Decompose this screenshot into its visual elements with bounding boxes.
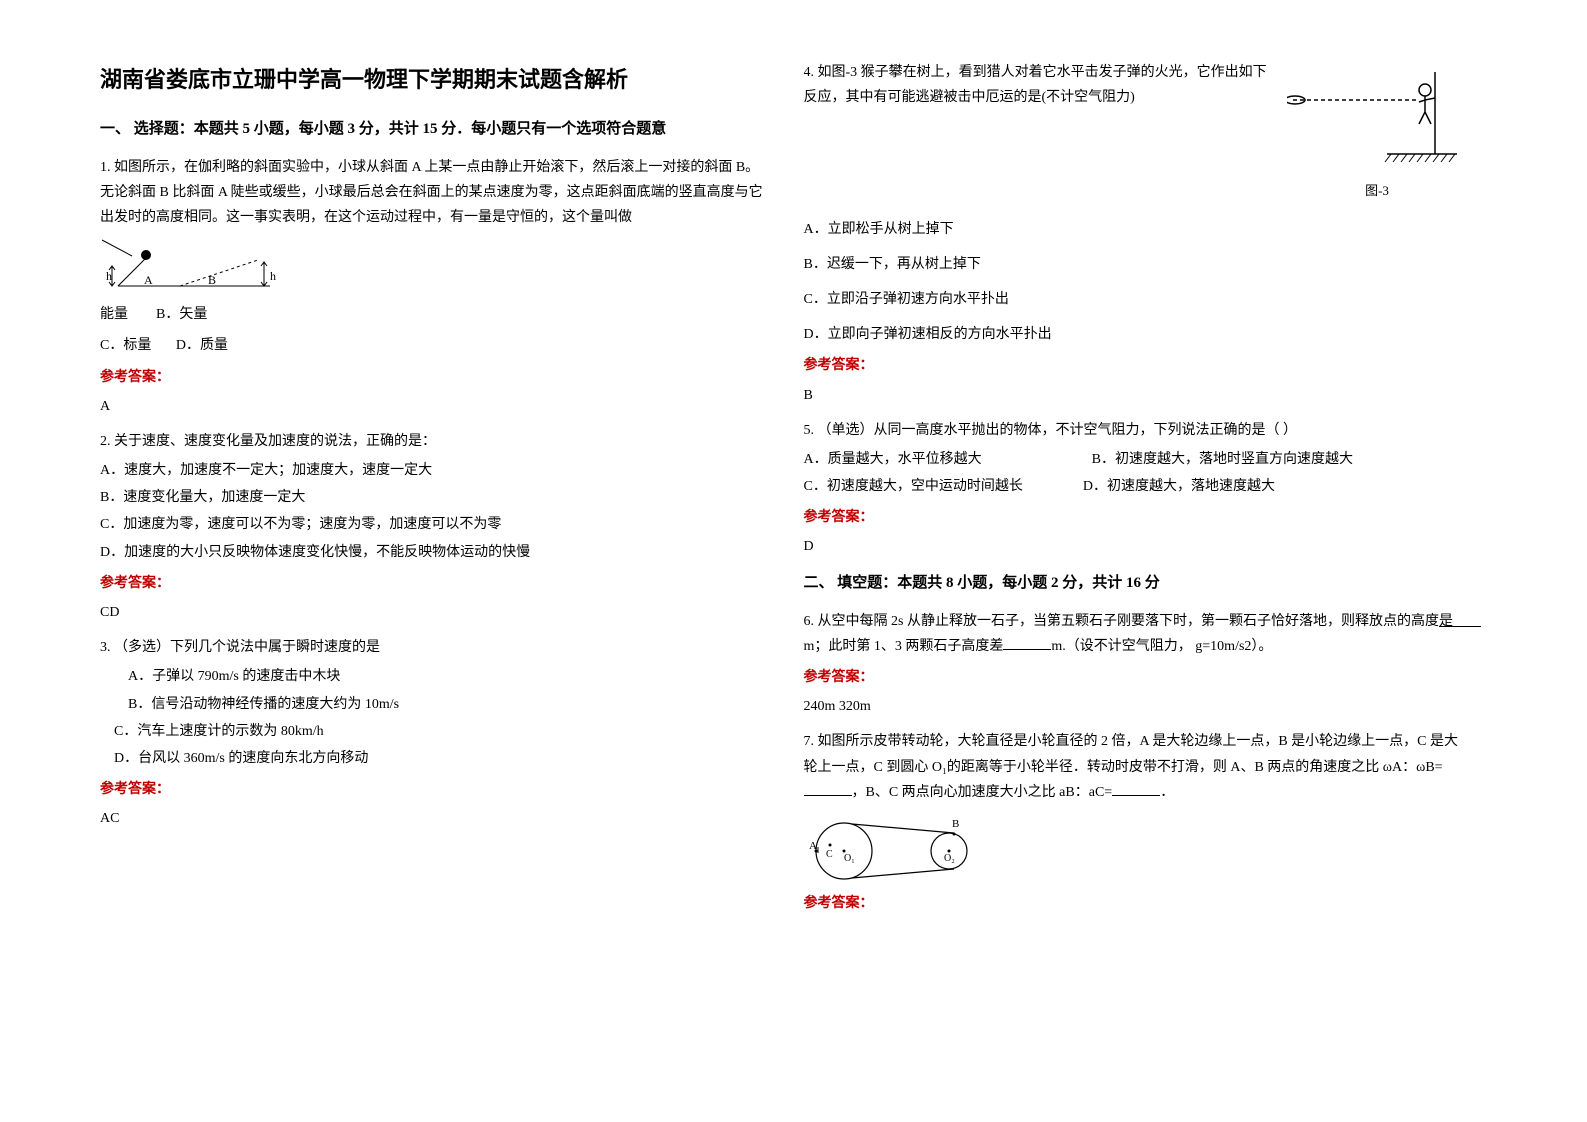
question-3: 3. （多选）下列几个说法中属于瞬时速度的是 A．子弹以 790m/s 的速度击… (100, 635, 764, 831)
q1-answer-label: 参考答案： (100, 365, 764, 390)
right-column: 图-3 4. 如图-3 猴子攀在树上，看到猎人对着它水平击发子弹的火光，它作出如… (804, 60, 1508, 1082)
q4-fig-caption: 图-3 (1287, 179, 1467, 202)
q3-answer: AC (100, 806, 764, 831)
q7-stemA: 7. 如图所示皮带转动轮，大轮直径是小轮直径的 2 倍，A 是大轮边缘上一点，B… (804, 734, 1459, 774)
q5-optC: C．初速度越大，空中运动时间越长 (804, 474, 1023, 499)
q5-row2: C．初速度越大，空中运动时间越长 D．初速度越大，落地速度越大 (804, 474, 1468, 499)
q6-stemD: m.（设不计空气阻力， g=10m/s2）。 (1051, 639, 1272, 654)
q6-stemC: m；此时第 1、3 两颗石子高度差 (804, 639, 1004, 654)
q7-answer-label: 参考答案： (804, 891, 1468, 916)
page-title: 湖南省娄底市立珊中学高一物理下学期期末试题含解析 (100, 60, 764, 100)
q5-row1: A．质量越大，水平位移越大 B．初速度越大，落地时竖直方向速度越大 (804, 447, 1468, 472)
q5-optD: D．初速度越大，落地速度越大 (1083, 474, 1275, 499)
q2-optB: B．速度变化量大，加速度一定大 (100, 485, 764, 510)
svg-text:B: B (952, 818, 959, 830)
section2-header: 二、 填空题：本题共 8 小题，每小题 2 分，共计 16 分 (804, 570, 1468, 597)
q3-optD: D．台风以 360m/s 的速度向东北方向移动 (100, 746, 764, 771)
question-5: 5. （单选）从同一高度水平抛出的物体，不计空气阻力，下列说法正确的是（ ） A… (804, 418, 1468, 560)
question-6: 6. 从空中每隔 2s 从静止释放一石子，当第五颗石子刚要落下时，第一颗石子恰好… (804, 609, 1468, 720)
question-7: 7. 如图所示皮带转动轮，大轮直径是小轮直径的 2 倍，A 是大轮边缘上一点，B… (804, 729, 1468, 916)
q2-answer-label: 参考答案： (100, 571, 764, 596)
q5-stem: 5. （单选）从同一高度水平抛出的物体，不计空气阻力，下列说法正确的是（ ） (804, 418, 1468, 443)
q1-row1: 能量 B．矢量 (100, 302, 764, 327)
svg-text:A: A (809, 840, 817, 852)
q1-optB: B．矢量 (156, 307, 207, 322)
svg-text:B: B (208, 273, 216, 287)
q2-answer: CD (100, 600, 764, 625)
svg-text:h: h (106, 269, 112, 283)
q1-stem: 1. 如图所示，在伽利略的斜面实验中，小球从斜面 A 上某一点由静止开始滚下，然… (100, 155, 764, 231)
q1-row2: C．标量 D．质量 (100, 333, 764, 358)
q3-optC: C．汽车上速度计的示数为 80km/h (100, 719, 764, 744)
q4-figure-wrap: 图-3 (1287, 60, 1467, 203)
q3-optB: B．信号沿动物神经传播的速度大约为 10m/s (100, 692, 764, 717)
q7-diagram: A C O₁ O₂ B (804, 813, 984, 883)
question-1: 1. 如图所示，在伽利略的斜面实验中，小球从斜面 A 上某一点由静止开始滚下，然… (100, 155, 764, 419)
q7-stemC: ． (1160, 785, 1174, 800)
section1-header: 一、 选择题：本题共 5 小题，每小题 3 分，共计 15 分．每小题只有一个选… (100, 116, 764, 143)
q7-stemB: ，B、C 两点向心加速度大小之比 aB：aC= (852, 785, 1113, 800)
q1-optA: 能量 (100, 307, 128, 322)
q2-optA: A．速度大，加速度不一定大；加速度大，速度一定大 (100, 458, 764, 483)
left-column: 湖南省娄底市立珊中学高一物理下学期期末试题含解析 一、 选择题：本题共 5 小题… (100, 60, 804, 1082)
q7-blank1 (804, 782, 852, 796)
q7-stem: 7. 如图所示皮带转动轮，大轮直径是小轮直径的 2 倍，A 是大轮边缘上一点，B… (804, 729, 1468, 805)
q6-stemB: 是 (1439, 614, 1481, 629)
question-4: 图-3 4. 如图-3 猴子攀在树上，看到猎人对着它水平击发子弹的火光，它作出如… (804, 60, 1468, 408)
q3-answer-label: 参考答案： (100, 777, 764, 802)
q6-stemA: 6. 从空中每隔 2s 从静止释放一石子，当第五颗石子刚要落下时，第一颗石子恰好… (804, 614, 1439, 629)
q5-answer: D (804, 534, 1468, 559)
q5-optB: B．初速度越大，落地时竖直方向速度越大 (1092, 447, 1353, 472)
svg-text:O₂: O₂ (944, 853, 955, 864)
q7-blank2 (1112, 782, 1160, 796)
svg-text:A: A (144, 273, 153, 287)
q1-diagram: h A B h (100, 238, 280, 294)
svg-text:h: h (270, 269, 276, 283)
q5-optA: A．质量越大，水平位移越大 (804, 447, 982, 472)
q4-optD: D．立即向子弹初速相反的方向水平扑出 (804, 322, 1468, 347)
q1-optC: C．标量 (100, 338, 151, 353)
q6-answer: 240m 320m (804, 694, 1468, 719)
q4-diagram (1287, 60, 1467, 170)
q6-answer-label: 参考答案： (804, 665, 1468, 690)
q2-stem: 2. 关于速度、速度变化量及加速度的说法，正确的是： (100, 429, 764, 454)
svg-text:O₁: O₁ (844, 853, 855, 864)
q3-stem: 3. （多选）下列几个说法中属于瞬时速度的是 (100, 635, 764, 660)
q2-optD: D．加速度的大小只反映物体速度变化快慢，不能反映物体运动的快慢 (100, 540, 764, 565)
q6-stem: 6. 从空中每隔 2s 从静止释放一石子，当第五颗石子刚要落下时，第一颗石子恰好… (804, 609, 1468, 659)
q4-optB: B．迟缓一下，再从树上掉下 (804, 252, 1468, 277)
question-2: 2. 关于速度、速度变化量及加速度的说法，正确的是： A．速度大，加速度不一定大… (100, 429, 764, 625)
q1-answer: A (100, 394, 764, 419)
q4-answer: B (804, 383, 1468, 408)
q2-optC: C．加速度为零，速度可以不为零；速度为零，加速度可以不为零 (100, 512, 764, 537)
q1-optD: D．质量 (176, 338, 228, 353)
q4-answer-label: 参考答案： (804, 353, 1468, 378)
svg-text:C: C (826, 849, 833, 860)
q3-optA: A．子弹以 790m/s 的速度击中木块 (100, 664, 764, 689)
q4-optC: C．立即沿子弹初速方向水平扑出 (804, 287, 1468, 312)
q5-answer-label: 参考答案： (804, 505, 1468, 530)
q4-optA: A．立即松手从树上掉下 (804, 217, 1468, 242)
q6-blank2 (1003, 636, 1051, 650)
